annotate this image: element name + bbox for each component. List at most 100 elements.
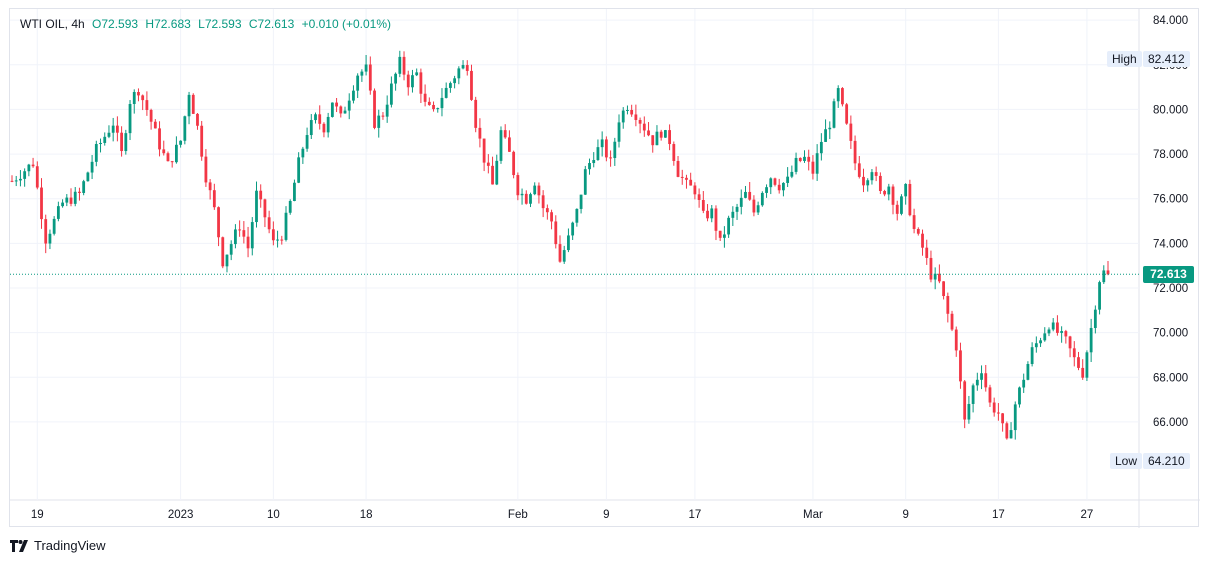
candle: [10, 175, 14, 183]
x-tick-label: 2023: [168, 509, 194, 521]
candle: [562, 245, 566, 264]
candle: [937, 264, 941, 284]
candle: [423, 84, 427, 107]
candle: [1093, 305, 1097, 334]
candle: [293, 179, 296, 202]
candle: [900, 194, 903, 216]
candle: [221, 236, 225, 269]
candle: [706, 204, 709, 222]
x-tick-label: 10: [267, 509, 280, 521]
candle: [360, 69, 364, 82]
candle: [141, 94, 145, 111]
candle: [912, 208, 916, 234]
candle: [27, 163, 31, 177]
candle: [124, 129, 128, 155]
candle: [731, 206, 735, 227]
candle: [1077, 351, 1080, 371]
candle: [44, 214, 48, 254]
candle: [389, 76, 393, 108]
candle: [343, 106, 347, 114]
candle: [238, 220, 242, 237]
candle: [908, 179, 912, 217]
candle: [567, 228, 570, 253]
tradingview-logo[interactable]: TradingView: [10, 538, 106, 553]
candle: [276, 230, 279, 248]
candle: [474, 96, 478, 133]
candle: [613, 137, 617, 166]
low-marker-value: 64.210: [1143, 453, 1190, 469]
candle: [162, 140, 166, 156]
candle: [693, 182, 697, 200]
candle: [364, 54, 368, 76]
candle: [929, 250, 933, 283]
candle: [925, 239, 929, 265]
candle: [862, 168, 865, 193]
last-price-badge: 72.613: [1143, 266, 1194, 283]
symbol-label[interactable]: WTI OIL, 4h: [20, 17, 85, 31]
candle: [971, 383, 975, 413]
candle: [963, 380, 967, 429]
candle: [402, 51, 406, 81]
candle: [870, 169, 874, 185]
candle: [191, 93, 195, 114]
candle: [849, 115, 853, 149]
candle: [23, 168, 27, 187]
candle: [647, 122, 650, 137]
change-value: +0.010 (+0.01%): [301, 17, 391, 31]
candle: [508, 130, 511, 152]
candle: [1005, 421, 1009, 440]
candle: [718, 230, 722, 241]
candle: [942, 281, 945, 300]
candle: [954, 326, 958, 357]
candle: [259, 184, 263, 208]
candle: [1022, 373, 1026, 393]
x-tick-label: 17: [688, 509, 701, 521]
candle: [1034, 336, 1038, 353]
candle: [495, 154, 499, 186]
ohlc-legend: WTI OIL, 4h O72.593 H72.683 L72.593 C72.…: [20, 17, 395, 31]
candle: [760, 191, 764, 207]
x-tick-label: 9: [902, 509, 908, 521]
candle: [600, 131, 604, 157]
candle: [845, 102, 849, 125]
candle: [883, 189, 886, 197]
candle: [120, 126, 123, 157]
candle: [330, 102, 334, 118]
candle: [756, 201, 760, 215]
candle: [592, 152, 596, 168]
candle: [634, 104, 638, 127]
candle: [512, 150, 516, 179]
candle: [1026, 361, 1030, 381]
candle: [339, 105, 343, 118]
candles: [10, 50, 1110, 440]
candle: [385, 95, 389, 123]
candle: [575, 208, 579, 227]
candle: [668, 124, 671, 151]
candle: [263, 198, 267, 228]
candle: [56, 201, 60, 222]
candle: [1013, 401, 1017, 440]
candle: [1043, 327, 1047, 342]
candle: [1064, 329, 1068, 344]
candle: [680, 169, 684, 185]
candle: [153, 119, 157, 129]
candle: [78, 187, 81, 201]
candle: [550, 209, 553, 230]
low-value: L72.593: [198, 17, 242, 31]
y-tick-label: 80.000: [1153, 104, 1188, 116]
candle: [773, 177, 777, 187]
y-tick-label: 70.000: [1153, 328, 1188, 340]
candle: [807, 149, 811, 171]
candle: [524, 190, 528, 205]
candle: [1081, 359, 1085, 380]
candlestick-chart[interactable]: 84.00082.00080.00078.00076.00074.00072.0…: [10, 9, 1200, 528]
y-tick-label: 76.000: [1153, 194, 1188, 206]
candle: [663, 129, 667, 138]
candle: [642, 116, 646, 137]
candle: [836, 85, 840, 108]
candle: [824, 119, 827, 142]
candle: [558, 235, 562, 263]
brand-name: TradingView: [34, 538, 106, 553]
candle: [933, 267, 937, 290]
candle: [284, 206, 288, 242]
